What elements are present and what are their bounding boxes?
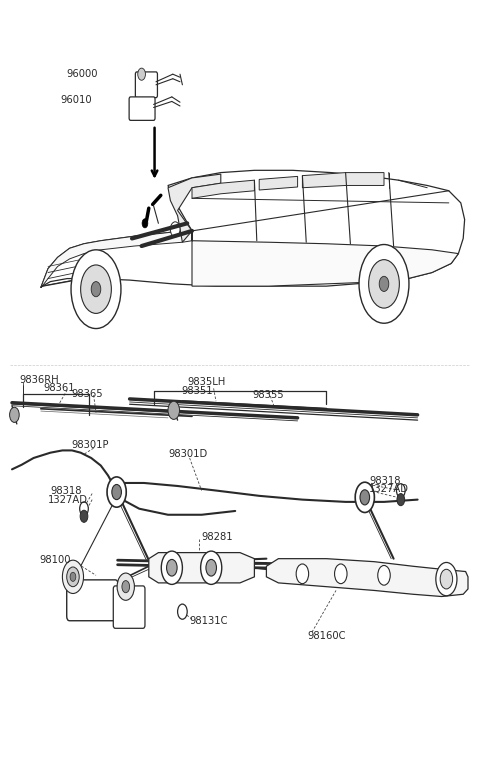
Text: 98361: 98361 bbox=[43, 382, 75, 393]
FancyBboxPatch shape bbox=[129, 97, 155, 120]
Text: 98301D: 98301D bbox=[168, 449, 207, 459]
Polygon shape bbox=[168, 174, 221, 242]
Circle shape bbox=[335, 564, 347, 584]
Circle shape bbox=[170, 222, 180, 237]
Text: 98351: 98351 bbox=[181, 385, 213, 396]
Text: 1327AD: 1327AD bbox=[48, 494, 88, 505]
Text: 9835LH: 9835LH bbox=[187, 377, 226, 388]
FancyBboxPatch shape bbox=[135, 72, 157, 98]
Circle shape bbox=[112, 484, 121, 500]
Circle shape bbox=[81, 265, 111, 313]
Circle shape bbox=[62, 560, 84, 593]
Polygon shape bbox=[41, 170, 465, 288]
Circle shape bbox=[67, 567, 79, 587]
Circle shape bbox=[206, 559, 216, 576]
Polygon shape bbox=[149, 553, 254, 583]
Polygon shape bbox=[259, 176, 298, 190]
Circle shape bbox=[360, 490, 370, 505]
Circle shape bbox=[355, 482, 374, 512]
FancyBboxPatch shape bbox=[67, 580, 118, 621]
Circle shape bbox=[10, 407, 19, 422]
Circle shape bbox=[122, 581, 130, 593]
Circle shape bbox=[436, 562, 457, 596]
Circle shape bbox=[107, 477, 126, 507]
FancyBboxPatch shape bbox=[113, 586, 145, 628]
Text: 98318: 98318 bbox=[50, 485, 82, 496]
Circle shape bbox=[167, 559, 177, 576]
Polygon shape bbox=[266, 559, 468, 597]
Circle shape bbox=[138, 68, 145, 80]
Circle shape bbox=[378, 565, 390, 585]
Text: 98281: 98281 bbox=[202, 532, 233, 543]
Polygon shape bbox=[41, 231, 192, 288]
Circle shape bbox=[396, 484, 405, 497]
Circle shape bbox=[117, 573, 134, 600]
Circle shape bbox=[296, 564, 309, 584]
Circle shape bbox=[178, 604, 187, 619]
Polygon shape bbox=[192, 180, 254, 198]
Circle shape bbox=[440, 569, 453, 589]
Text: 98131C: 98131C bbox=[190, 615, 228, 626]
Text: 96010: 96010 bbox=[60, 95, 92, 105]
Text: 98160C: 98160C bbox=[307, 631, 346, 641]
Text: 98301P: 98301P bbox=[71, 440, 108, 450]
Circle shape bbox=[369, 260, 399, 308]
Circle shape bbox=[142, 219, 148, 228]
Text: 98365: 98365 bbox=[71, 388, 103, 399]
Circle shape bbox=[91, 282, 101, 297]
Text: 98318: 98318 bbox=[370, 475, 401, 486]
Circle shape bbox=[161, 551, 182, 584]
Text: 9836RH: 9836RH bbox=[19, 375, 59, 385]
Circle shape bbox=[80, 510, 88, 522]
Circle shape bbox=[71, 250, 121, 329]
Circle shape bbox=[70, 572, 76, 581]
Circle shape bbox=[168, 401, 180, 419]
Text: 1327AD: 1327AD bbox=[369, 484, 408, 494]
Text: 98100: 98100 bbox=[39, 555, 71, 565]
Circle shape bbox=[397, 494, 405, 506]
Circle shape bbox=[201, 551, 222, 584]
Circle shape bbox=[80, 502, 88, 516]
Polygon shape bbox=[302, 173, 384, 188]
Circle shape bbox=[379, 276, 389, 291]
Circle shape bbox=[359, 245, 409, 323]
Text: 98355: 98355 bbox=[252, 390, 284, 400]
Text: 96000: 96000 bbox=[66, 69, 98, 79]
Polygon shape bbox=[192, 231, 458, 286]
